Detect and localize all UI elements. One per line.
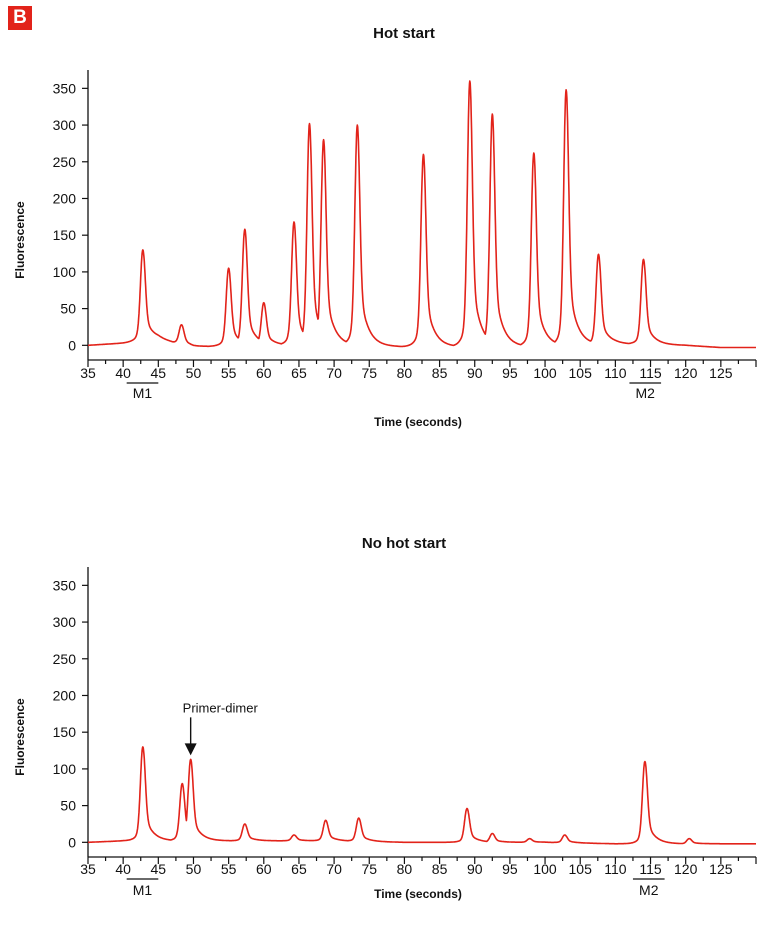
x-tick-label: 80 — [397, 365, 413, 381]
x-tick-label: 90 — [467, 365, 483, 381]
y-tick-label: 0 — [68, 337, 76, 353]
x-tick-label: 55 — [221, 365, 237, 381]
x-tick-label: 70 — [326, 861, 342, 877]
x-axis-title: Time (seconds) — [374, 415, 462, 429]
chart-title: No hot start — [362, 535, 446, 552]
primer-dimer-annotation: Primer-dimer — [183, 700, 259, 715]
x-tick-label: 125 — [709, 861, 733, 877]
x-tick-label: 65 — [291, 365, 307, 381]
fluorescence-trace — [87, 746, 757, 845]
y-tick-label: 50 — [60, 301, 76, 317]
y-tick-label: 250 — [53, 651, 77, 667]
x-tick-label: 85 — [432, 861, 448, 877]
x-tick-label: 100 — [533, 365, 557, 381]
x-tick-label: 110 — [604, 861, 627, 877]
marker-label-m1: M1 — [133, 882, 153, 898]
x-tick-label: 50 — [186, 861, 202, 877]
hot-start-chart: Hot start 0 50 100 150 200 250 300 350 35 40 45 50 55… — [13, 25, 757, 429]
x-tick-label: 115 — [639, 365, 662, 381]
x-tick-label: 80 — [397, 861, 413, 877]
x-tick-label: 55 — [221, 861, 237, 877]
y-tick-label: 100 — [53, 761, 77, 777]
x-tick-label: 40 — [115, 365, 131, 381]
x-tick-label: 120 — [674, 861, 698, 877]
y-tick-label: 300 — [53, 117, 77, 133]
x-tick-label: 50 — [186, 365, 202, 381]
panel-label-badge: B — [8, 6, 32, 30]
y-tick-label: 200 — [53, 190, 77, 206]
x-tick-label: 65 — [291, 861, 307, 877]
y-axis-title: Fluorescence — [13, 698, 27, 776]
x-tick-label: 45 — [151, 365, 167, 381]
y-axis-title: Fluorescence — [13, 201, 27, 279]
down-arrow-icon — [184, 743, 197, 756]
no-hot-start-chart: No hot start 0 50 100 150 200 250 300 350 35 40 45 5… — [13, 535, 757, 901]
x-tick-label: 40 — [115, 861, 131, 877]
x-tick-label: 120 — [674, 365, 698, 381]
y-tick-label: 250 — [53, 154, 77, 170]
x-tick-label: 90 — [467, 861, 483, 877]
y-tick-label: 300 — [53, 614, 77, 630]
y-tick-label: 150 — [53, 227, 77, 243]
marker-label-m2: M2 — [636, 385, 656, 401]
x-tick-label: 75 — [361, 365, 377, 381]
marker-label-m1: M1 — [133, 385, 153, 401]
x-tick-label: 75 — [361, 861, 377, 877]
marker-label-m2: M2 — [639, 882, 659, 898]
x-tick-label: 100 — [533, 861, 557, 877]
x-tick-label: 35 — [80, 861, 96, 877]
x-tick-label: 105 — [569, 365, 593, 381]
y-tick-label: 350 — [53, 577, 77, 593]
x-tick-label: 95 — [502, 861, 518, 877]
x-tick-label: 125 — [709, 365, 733, 381]
x-tick-label: 70 — [326, 365, 342, 381]
chart-title: Hot start — [373, 25, 435, 42]
x-tick-label: 105 — [569, 861, 593, 877]
x-axis-title: Time (seconds) — [374, 887, 462, 901]
y-tick-label: 350 — [53, 80, 77, 96]
x-tick-label: 60 — [256, 861, 272, 877]
y-tick-label: 0 — [68, 834, 76, 850]
y-tick-label: 50 — [60, 798, 76, 814]
fluorescence-trace — [87, 80, 757, 349]
x-tick-label: 110 — [604, 365, 627, 381]
y-tick-label: 100 — [53, 264, 77, 280]
x-tick-label: 35 — [80, 365, 96, 381]
x-tick-label: 45 — [151, 861, 167, 877]
x-tick-label: 95 — [502, 365, 518, 381]
y-tick-label: 200 — [53, 687, 77, 703]
y-tick-label: 150 — [53, 724, 77, 740]
x-tick-label: 85 — [432, 365, 448, 381]
x-tick-label: 60 — [256, 365, 272, 381]
x-tick-label: 115 — [639, 861, 662, 877]
